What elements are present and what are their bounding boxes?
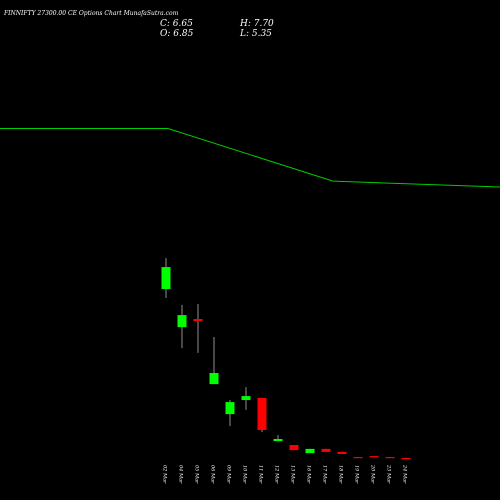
candle-body <box>273 439 283 442</box>
header-close: C: 6.65 <box>160 19 193 29</box>
x-tick-label: 10 Mar <box>242 465 248 484</box>
x-tick-label: 04 Mar <box>178 465 184 484</box>
candle-body <box>337 451 347 454</box>
header-open: O: 6.85 <box>160 29 194 39</box>
candle-body <box>241 396 251 400</box>
x-tick-label: 13 Mar <box>290 465 296 484</box>
candle-body <box>369 456 379 458</box>
candle-body <box>225 402 235 415</box>
candle-body <box>321 448 331 452</box>
candle-body <box>401 457 411 460</box>
x-tick-label: 12 Mar <box>274 465 280 484</box>
x-tick-label: 06 Mar <box>210 465 216 484</box>
candle-body <box>257 397 267 430</box>
candle-body <box>305 448 315 454</box>
candle-body <box>209 373 219 385</box>
candle-body <box>353 457 363 459</box>
x-tick-label: 05 Mar <box>194 465 200 484</box>
x-tick-label: 24 Mar <box>402 464 408 484</box>
price-line <box>0 128 500 188</box>
candle-body <box>193 319 203 322</box>
x-tick-label: 20 Mar <box>370 464 376 484</box>
x-tick-label: 17 Mar <box>322 465 328 484</box>
header-low: L: 5.35 <box>239 29 272 39</box>
x-tick-label: 02 Mar <box>162 465 168 484</box>
header-high: H: 7.70 <box>239 19 274 29</box>
x-tick-label: 18 Mar <box>338 465 344 484</box>
candle-body <box>385 457 395 459</box>
candle-body <box>289 445 299 451</box>
x-tick-label: 19 Mar <box>354 465 360 484</box>
chart-title: FINNIFTY 27300.00 CE Options Chart Munaf… <box>3 10 179 17</box>
x-tick-label: 23 Mar <box>386 464 392 484</box>
x-tick-label: 11 Mar <box>258 465 264 484</box>
x-tick-label: 16 Mar <box>306 465 312 484</box>
candle-body <box>177 315 187 328</box>
x-tick-label: 09 Mar <box>226 465 232 484</box>
candle-body <box>161 267 171 289</box>
